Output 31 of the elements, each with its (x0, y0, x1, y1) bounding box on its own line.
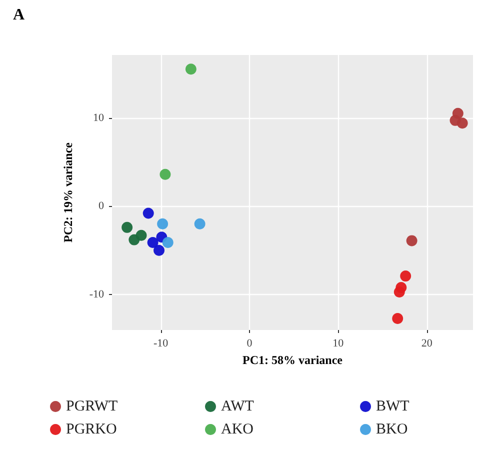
x-axis-title: PC1: 58% variance (242, 353, 344, 367)
point (392, 313, 404, 324)
point (154, 244, 165, 256)
y-tick-label: -10 (89, 288, 104, 301)
point (406, 235, 418, 246)
point (157, 218, 168, 230)
legend-label: PGRWT (66, 398, 118, 414)
point (162, 236, 174, 248)
legend-label: BWT (376, 398, 410, 414)
point (456, 118, 468, 129)
point (122, 222, 133, 233)
point (147, 236, 158, 248)
point (185, 64, 196, 75)
legend-label: PGRKO (66, 422, 118, 438)
point (142, 208, 154, 219)
point (136, 230, 147, 241)
x-tick-label: 20 (421, 338, 433, 350)
chart-title: A (13, 6, 25, 24)
point (394, 286, 405, 298)
y-axis-title: PC2: 19% variance (61, 142, 75, 242)
x-tick-label: 0 (246, 338, 253, 350)
point (160, 168, 171, 180)
legend-label: BKO (376, 422, 408, 438)
point (194, 218, 206, 230)
legend-label: AKO (221, 422, 254, 438)
y-tick-label: 10 (93, 112, 104, 124)
point (400, 270, 412, 282)
x-tick-label: 10 (332, 338, 344, 350)
x-tick-label: -10 (153, 338, 169, 350)
legend-label: AWT (221, 398, 254, 414)
y-tick-label: 0 (98, 200, 104, 212)
